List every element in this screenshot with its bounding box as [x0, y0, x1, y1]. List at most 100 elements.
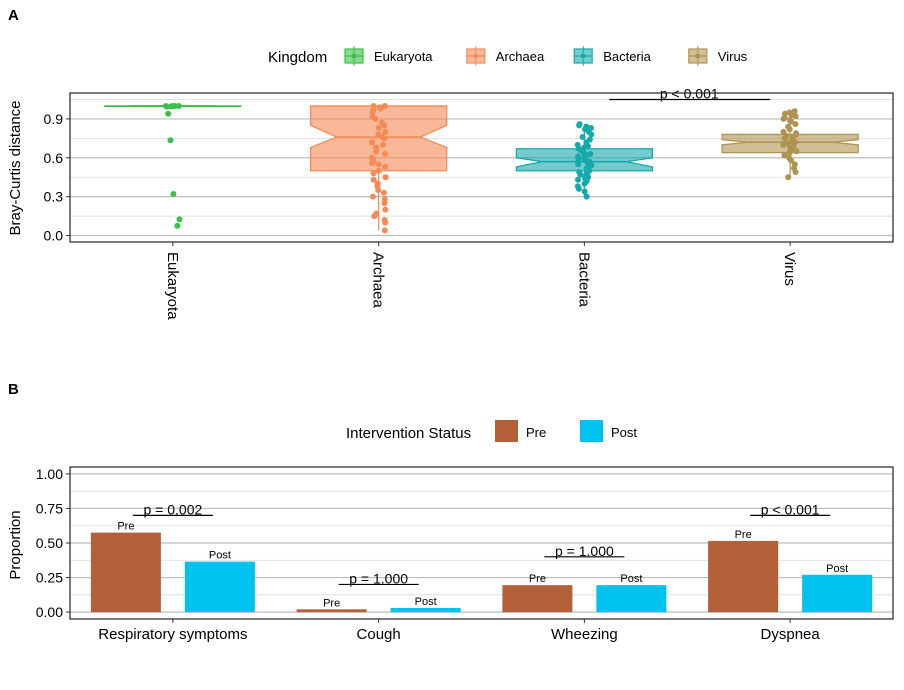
box-archaea	[309, 102, 448, 234]
x-tick-label: Wheezing	[551, 626, 618, 643]
panel-b: B Intervention Status Pre Post 0.000.250.…	[7, 381, 894, 643]
legend-entry-pre: Pre	[495, 420, 546, 442]
panel-b-ylabel: Proportion	[7, 510, 24, 579]
legend-entry-virus: Virus	[688, 46, 748, 66]
significance-annotation: p < 0.001	[750, 501, 831, 517]
y-tick-label: 0.6	[44, 150, 64, 166]
panel-a: A Kingdom Eukaryota Archaea Bacteria Virus …	[7, 7, 894, 320]
bar-group-dyspnea: Pre Post	[708, 529, 873, 613]
legend-point	[473, 53, 479, 59]
data-point	[167, 137, 174, 144]
y-tick-label: 1.00	[36, 466, 63, 482]
plot-frame	[69, 466, 894, 620]
box-virus	[721, 108, 859, 181]
box-body	[309, 105, 448, 172]
data-point	[369, 159, 376, 166]
data-point	[175, 102, 182, 109]
panel-a-legend-title: Kingdom	[268, 49, 327, 66]
y-tick-label: 0.0	[44, 228, 64, 244]
data-point	[792, 169, 799, 176]
data-point	[382, 219, 389, 226]
data-point	[577, 171, 584, 178]
legend-label: Pre	[526, 425, 546, 440]
bar-group-respiratory-symptoms: Pre Post	[90, 521, 255, 613]
data-label: Post	[620, 573, 642, 585]
x-tick-label: Archaea	[370, 252, 387, 309]
y-tick-label: 0.50	[36, 535, 63, 551]
panel-b-legend: Intervention Status Pre Post	[346, 420, 637, 442]
data-point	[375, 161, 382, 168]
data-point	[380, 141, 387, 148]
significance-annotation: p = 1.000	[338, 570, 419, 586]
data-point	[369, 193, 376, 200]
bar-post	[802, 574, 873, 613]
data-point	[792, 121, 799, 128]
x-tick-label: Dyspnea	[761, 626, 821, 643]
x-tick-label: Virus	[781, 252, 798, 286]
bar-pre	[296, 609, 367, 613]
data-point	[575, 185, 582, 192]
data-point	[785, 174, 792, 181]
data-point	[371, 213, 378, 220]
bar-pre	[708, 540, 779, 613]
y-tick-label: 0.00	[36, 604, 63, 620]
y-tick-label: 0.3	[44, 189, 64, 205]
y-tick-label: 0.9	[44, 111, 64, 127]
x-tick-label: Respiratory symptoms	[98, 626, 247, 643]
legend-label: Virus	[718, 49, 748, 64]
legend-entry-archaea: Archaea	[466, 46, 545, 66]
data-point	[170, 191, 177, 198]
data-point	[370, 170, 377, 177]
data-label: Pre	[117, 521, 134, 533]
data-point	[381, 200, 388, 207]
panel-a-plot: 0.0 0.3 0.6 0.9 Eukaryota Archaea Bacteria Viru…	[44, 85, 894, 320]
data-point	[380, 122, 387, 129]
data-point	[581, 180, 588, 187]
panel-b-plot: 0.00 0.25 0.50 0.75 1.00 Pre Post Respiratory s…	[36, 466, 894, 643]
legend-entry-post: Post	[580, 420, 637, 442]
bar-post	[184, 561, 255, 613]
data-label: Post	[826, 563, 848, 575]
box-eukaryota	[104, 102, 242, 229]
data-point	[575, 156, 582, 163]
panel-a-tag: A	[8, 7, 19, 24]
data-point	[588, 131, 595, 138]
panel-a-legend: Kingdom Eukaryota Archaea Bacteria Virus	[268, 46, 748, 66]
panel-b-tag: B	[8, 381, 19, 398]
data-point	[787, 118, 794, 125]
legend-key	[495, 420, 518, 442]
data-point	[375, 124, 382, 131]
data-point	[787, 157, 794, 164]
significance-label: p = 1.000	[349, 570, 408, 586]
data-point	[381, 150, 388, 157]
data-point	[786, 126, 793, 133]
bar-post	[390, 607, 461, 613]
data-label: Post	[415, 596, 437, 608]
data-point	[581, 188, 588, 195]
data-label: Pre	[735, 529, 752, 541]
bar-post	[596, 585, 667, 613]
x-tick-label: Cough	[357, 626, 401, 643]
data-point	[373, 148, 380, 155]
data-point	[381, 135, 388, 142]
data-point	[786, 149, 793, 156]
data-point	[792, 113, 799, 120]
data-point	[171, 102, 178, 109]
legend-key	[580, 420, 603, 442]
data-point	[382, 206, 389, 213]
data-point	[781, 135, 788, 142]
data-point	[174, 222, 181, 229]
data-point	[382, 128, 389, 135]
data-point	[793, 148, 800, 155]
data-point	[576, 122, 583, 129]
data-point	[176, 216, 183, 223]
data-point	[381, 227, 388, 234]
data-point	[370, 176, 377, 183]
y-tick-label: 0.25	[36, 570, 63, 586]
data-point	[575, 176, 582, 183]
data-point	[382, 174, 389, 181]
data-point	[375, 167, 382, 174]
x-tick-label: Eukaryota	[164, 252, 181, 320]
legend-label: Post	[611, 425, 637, 440]
